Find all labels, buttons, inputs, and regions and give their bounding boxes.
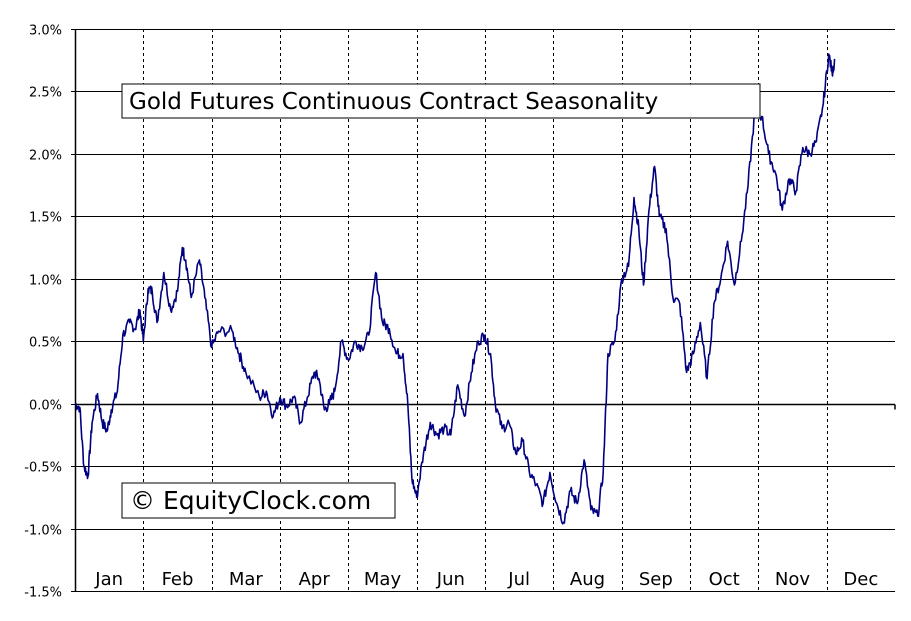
y-tick-label: 0.0% [29,399,62,414]
month-label: Jul [507,569,530,590]
month-label: Dec [843,569,878,590]
month-label: Mar [229,569,264,590]
chart-title: Gold Futures Continuous Contract Seasona… [129,89,658,115]
month-label: Aug [570,569,605,590]
y-axis-tick-labels: 3.0% 2.5% 2.0% 1.5% 1.0% 0.5% 0.0% -0.5% -1.0% -1… [24,24,62,601]
month-label: May [364,569,402,590]
watermark-box: © EquityClock.com [121,482,396,519]
y-tick-label: 1.0% [29,274,62,289]
y-tick-label: -1.0% [24,524,62,539]
month-label: Sep [639,569,673,590]
month-label: Jun [436,569,465,590]
title-box: Gold Futures Continuous Contract Seasona… [121,83,761,119]
y-tick-label: 2.0% [29,149,62,164]
month-label: Apr [299,569,331,590]
y-tick-label: 1.5% [29,211,62,226]
month-label: Jan [94,569,123,590]
y-tick-label: 0.5% [29,336,62,351]
axes [71,29,896,592]
series-line-gold-seasonality [74,53,836,525]
x-axis-month-labels: Jan Feb Mar Apr May Jun Jul Aug Sep Oct Nov Dec [94,569,878,590]
y-tick-label: 2.5% [29,86,62,101]
y-tick-label: -1.5% [24,586,62,601]
watermark-text: © EquityClock.com [130,486,371,515]
month-label: Oct [709,569,740,590]
y-tick-label: 3.0% [29,24,62,39]
y-tick-label: -0.5% [24,461,62,476]
month-label: Feb [162,569,194,590]
month-label: Nov [775,569,810,590]
